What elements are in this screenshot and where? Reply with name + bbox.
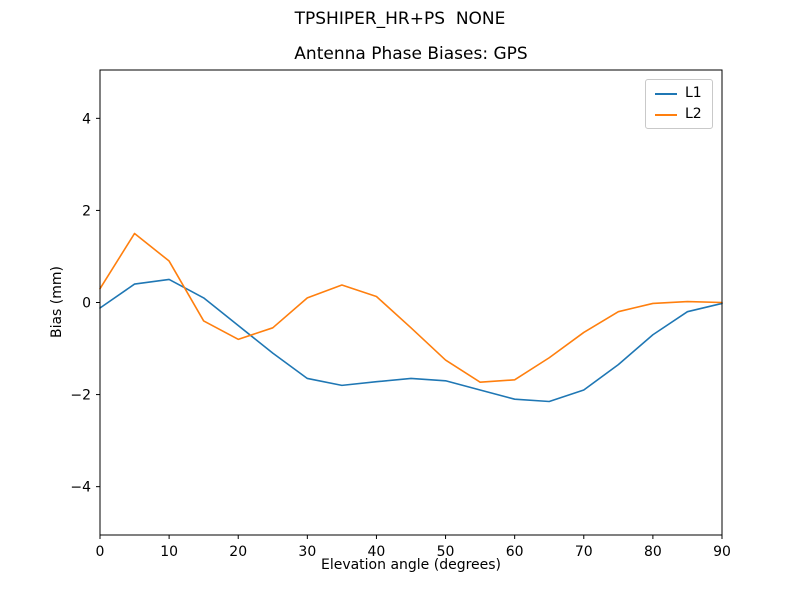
axes-border (99, 69, 723, 536)
legend-label-l2: L2 (685, 106, 702, 122)
x-tick-label: 10 (160, 544, 178, 560)
x-axis-label: Elevation angle (degrees) (320, 557, 502, 573)
legend-line-swatch-l2 (655, 113, 677, 116)
x-tick-label: 30 (298, 544, 316, 560)
x-tick-label: 80 (644, 544, 662, 560)
x-tick-label: 60 (506, 544, 524, 560)
x-tick-label: 20 (229, 544, 247, 560)
legend-item-l1: L1 (655, 86, 702, 101)
y-tick-label: 4 (82, 111, 91, 127)
x-tick-label: 90 (713, 544, 731, 560)
y-tick-label: 2 (82, 203, 91, 219)
axes-title: Antenna Phase Biases: GPS (294, 44, 528, 64)
x-tick-label: 70 (575, 544, 593, 560)
legend: L1 L2 (645, 79, 713, 129)
series-line-l2 (99, 232, 723, 383)
legend-label-l1: L1 (685, 85, 702, 101)
x-tick-label: 0 (96, 544, 105, 560)
x-tick-label: 40 (368, 544, 386, 560)
y-tick-label: −4 (70, 480, 91, 496)
y-axis-label: Bias (mm) (49, 265, 65, 339)
legend-line-swatch-l1 (655, 92, 677, 95)
figure-suptitle: TPSHIPER_HR+PS NONE (294, 9, 506, 29)
legend-item-l2: L2 (655, 107, 702, 122)
y-tick-label: −2 (70, 388, 91, 404)
x-tick-label: 50 (437, 544, 455, 560)
series-line-l1 (99, 278, 723, 403)
y-tick-label: 0 (82, 296, 91, 312)
